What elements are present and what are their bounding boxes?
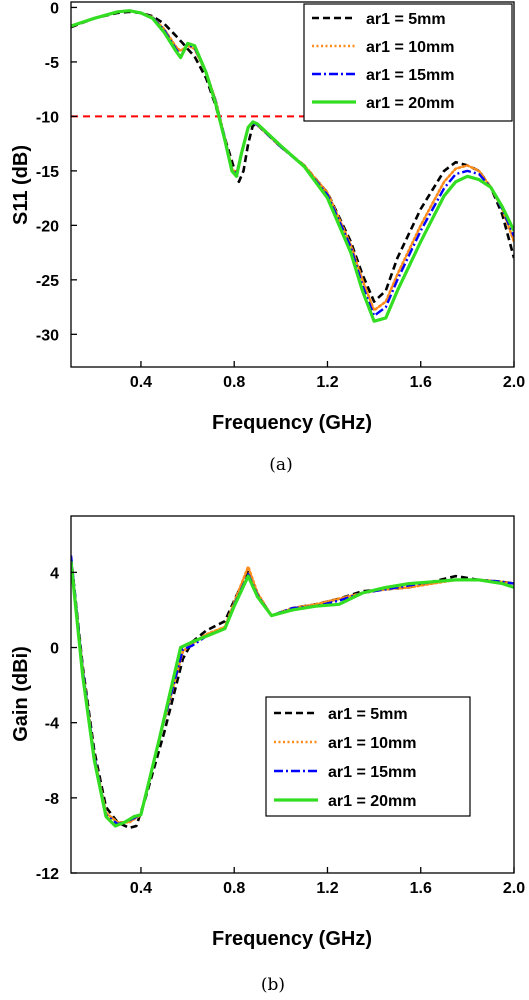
chart-b-legend-label-1: ar1 = 5mm (328, 706, 408, 723)
chart-a-x-tick-label: 0.8 (223, 374, 245, 391)
chart-b-legend-label-4: ar1 = 20mm (328, 793, 417, 810)
chart-a-y-tick-label: -20 (36, 218, 59, 235)
chart-b-gain: 0.4 0.8 1.2 1.6 2.0 4 0 -4 -8 -12 Frequency (GHz)… (10, 515, 525, 995)
chart-a-legend: ar1 = 5mm ar1 = 10mm ar1 = 15mm ar1 = 20mm (303, 3, 513, 122)
chart-b-y-tick-label: -8 (45, 791, 59, 808)
chart-a-s11: 0.4 0.8 1.2 1.6 2.0 0 -5 -10 -15 -20 -25 -30 Freque… (10, 0, 525, 475)
chart-b-y-tick-label: -12 (36, 866, 59, 883)
chart-b-x-axis-label: Frequency (GHz) (212, 928, 372, 950)
chart-a-y-tick-label: -30 (36, 327, 59, 344)
chart-b-y-axis-label: Gain (dBi) (10, 646, 32, 742)
chart-b-series-group (71, 555, 514, 830)
chart-b-legend: ar1 = 5mm ar1 = 10mm ar1 = 15mm ar1 = 20mm (265, 696, 471, 817)
chart-a-x-tick-label: 2.0 (503, 374, 525, 391)
chart-a-y-tick-label: -25 (36, 273, 59, 290)
chart-b-y-tick-label: 4 (50, 565, 59, 582)
chart-b-caption: (b) (261, 975, 285, 995)
chart-a-y-tick-label: -5 (45, 55, 59, 72)
chart-b-y-tick-label: 0 (50, 641, 59, 658)
chart-a-y-tick-label: 0 (50, 0, 59, 17)
chart-b-ticks: 0.4 0.8 1.2 1.6 2.0 4 0 -4 -8 -12 (36, 565, 525, 897)
chart-a-legend-label-3: ar1 = 15mm (366, 67, 455, 84)
chart-a-series-line-1 (71, 10, 514, 303)
chart-b-legend-box (265, 696, 471, 817)
chart-b-x-tick-label: 1.6 (410, 880, 432, 897)
chart-b-series-line-4 (71, 560, 514, 828)
chart-a-y-tick-label: -15 (36, 164, 59, 181)
chart-b-x-tick-label: 2.0 (503, 880, 525, 897)
chart-a-x-tick-label: 1.6 (410, 374, 432, 391)
chart-b-x-tick-label: 0.8 (223, 880, 245, 897)
chart-a-legend-label-1: ar1 = 5mm (366, 11, 446, 28)
chart-a-legend-label-4: ar1 = 20mm (366, 95, 455, 112)
chart-a-x-axis-label: Frequency (GHz) (212, 412, 372, 434)
chart-a-caption: (a) (269, 455, 292, 475)
chart-a-y-axis-label: S11 (dB) (10, 145, 32, 225)
chart-a-x-tick-label: 0.4 (130, 374, 152, 391)
chart-a-x-tick-label: 1.2 (316, 374, 338, 391)
chart-a-ticks: 0.4 0.8 1.2 1.6 2.0 0 -5 -10 -15 -20 -25 -30 (36, 0, 525, 391)
chart-b-x-tick-label: 1.2 (316, 880, 338, 897)
chart-b-plot-frame (70, 515, 515, 874)
chart-a-series-line-4 (71, 9, 514, 323)
chart-b-x-tick-label: 0.4 (130, 880, 152, 897)
chart-a-legend-label-2: ar1 = 10mm (366, 39, 455, 56)
chart-a-y-tick-label: -10 (36, 109, 59, 126)
chart-b-y-tick-label: -4 (45, 716, 59, 733)
chart-b-legend-label-3: ar1 = 15mm (328, 764, 417, 781)
chart-b-legend-label-2: ar1 = 10mm (328, 735, 417, 752)
chart-a-plot-frame (70, 1, 515, 368)
chart-a-series-group (71, 9, 514, 323)
